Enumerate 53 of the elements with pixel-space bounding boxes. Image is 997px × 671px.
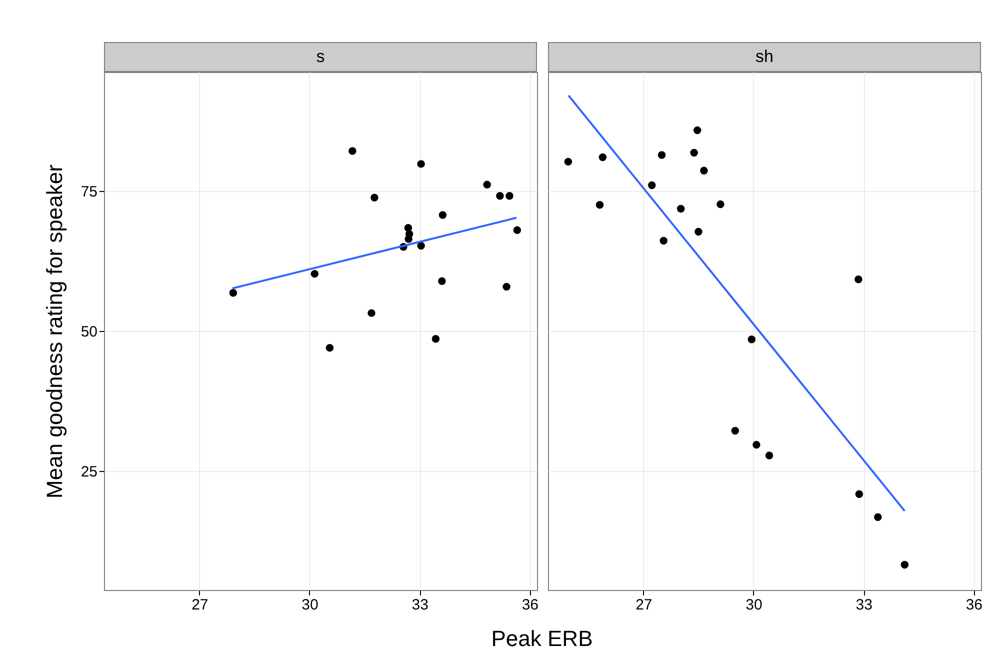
point: [690, 148, 698, 157]
point: [716, 200, 724, 208]
y-tick-label: 50: [80, 324, 98, 340]
point: [693, 126, 702, 134]
point: [310, 270, 318, 278]
point: [854, 276, 862, 284]
point: [676, 204, 685, 213]
x-tick-label: 27: [636, 596, 652, 614]
x-tick-label: 36: [966, 596, 983, 614]
x-tick-label: 33: [412, 596, 428, 614]
point: [432, 334, 440, 343]
point: [874, 513, 882, 521]
point: [752, 440, 760, 449]
point: [748, 336, 756, 344]
point: [658, 151, 666, 159]
point: [417, 160, 425, 168]
point: [513, 226, 522, 234]
point: [404, 224, 412, 232]
x-tick-label: 27: [192, 596, 208, 614]
point: [483, 180, 491, 189]
point: [596, 201, 604, 209]
x-tick-label: 30: [302, 596, 318, 614]
point: [417, 242, 425, 250]
x-tick-label: 30: [746, 596, 762, 614]
point: [496, 192, 504, 200]
point: [731, 426, 740, 435]
point: [900, 560, 909, 569]
point: [765, 452, 774, 460]
x-tick-label: 36: [522, 596, 539, 614]
x-tick-label: 33: [856, 596, 872, 614]
point: [438, 277, 446, 285]
point: [506, 192, 514, 200]
y-tick-label: 25: [80, 464, 98, 481]
point: [438, 211, 447, 219]
point: [368, 309, 376, 317]
point: [370, 194, 378, 202]
x-axis-title: Peak ERB: [490, 626, 594, 652]
point: [564, 158, 572, 166]
point: [229, 289, 238, 297]
point: [855, 490, 864, 498]
chart-title: sh: [548, 42, 981, 72]
point: [348, 147, 356, 155]
point: [648, 181, 656, 190]
point: [502, 282, 510, 291]
y-tick-label: 75: [80, 183, 98, 200]
point: [598, 153, 607, 162]
point: [326, 344, 334, 352]
point: [660, 236, 668, 245]
point: [694, 228, 702, 236]
point: [404, 235, 412, 243]
point: [700, 166, 708, 175]
chart-title: s: [104, 42, 537, 72]
y-axis-title: Mean goodness rating for speaker: [42, 164, 67, 498]
